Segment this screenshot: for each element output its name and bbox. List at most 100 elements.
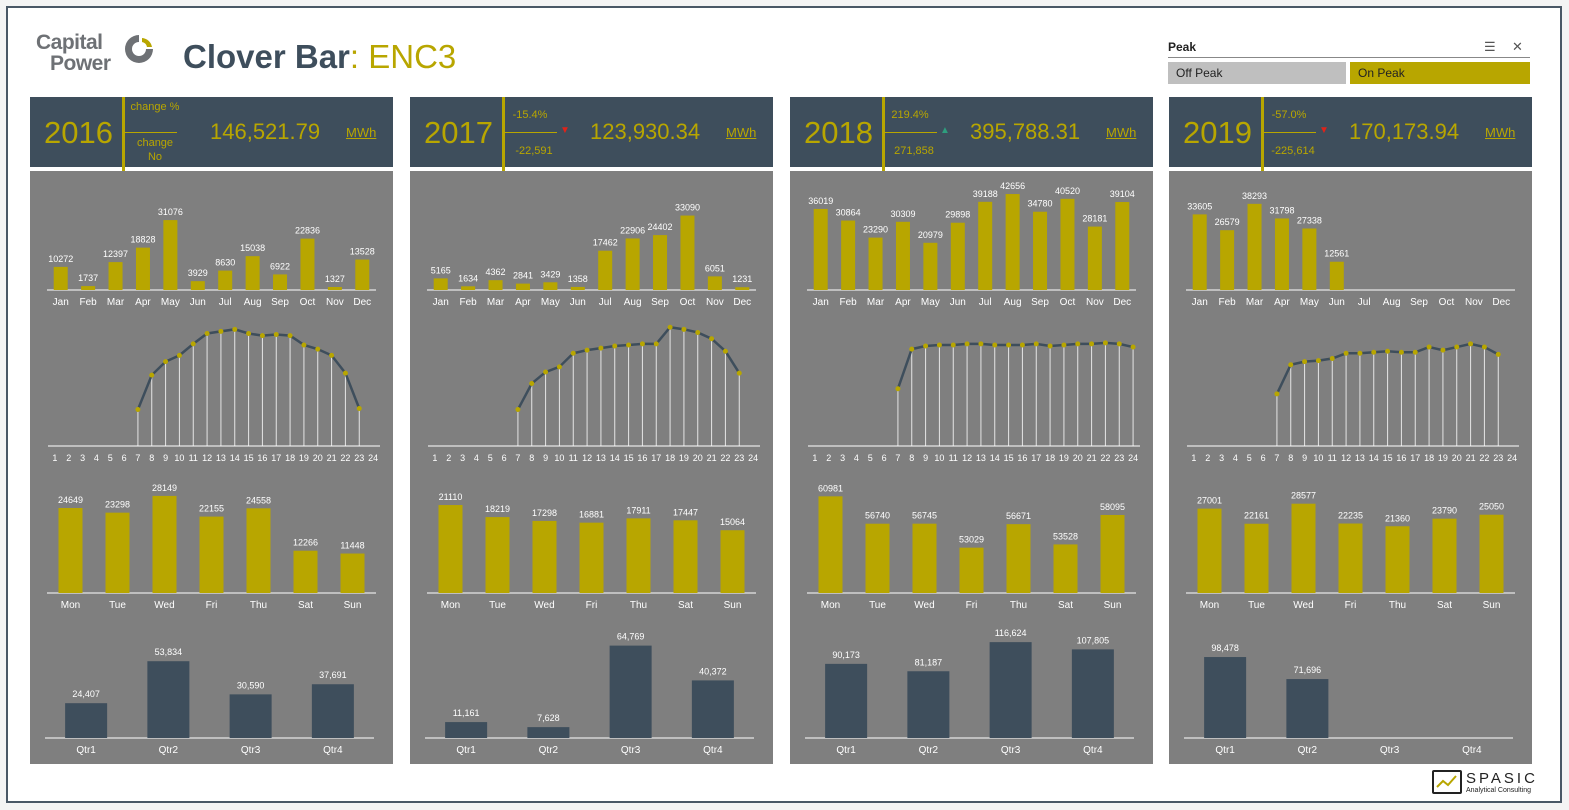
- tick-label: 14: [230, 453, 240, 463]
- unit-link[interactable]: MWh: [1106, 125, 1137, 140]
- month-bar: [218, 270, 233, 290]
- tick-label: 7: [1274, 453, 1279, 463]
- weekday-bar: [152, 495, 177, 593]
- hourly-point: [1371, 349, 1377, 355]
- tick-label: 22: [720, 453, 730, 463]
- hourly-point: [273, 332, 279, 338]
- month-bar: [653, 235, 668, 290]
- hourly-point: [1385, 348, 1391, 354]
- title-unit: ENC3: [368, 38, 457, 75]
- hourly-point: [1047, 343, 1053, 349]
- tick-label: 6: [502, 453, 507, 463]
- card-charts: 33605Jan26579Feb38293Mar31798Apr27338May…: [1184, 191, 1519, 756]
- tick-label: 4: [1233, 453, 1238, 463]
- tick-label: 24: [1507, 453, 1517, 463]
- logo-line-1: Capital: [36, 31, 103, 54]
- hourly-point: [1033, 341, 1039, 347]
- tick-label: Sun: [1104, 600, 1122, 611]
- month-bar: [813, 208, 828, 290]
- hourly-point: [135, 407, 141, 413]
- hourly-point: [1468, 341, 1474, 347]
- data-label: 12561: [1324, 249, 1349, 259]
- spasic-logo: SPASIC Analytical Consulting: [1432, 770, 1542, 798]
- hourly-point: [1075, 341, 1081, 347]
- tick-label: 12: [1341, 453, 1351, 463]
- tick-label: Qtr2: [1298, 745, 1318, 756]
- multi-select-icon[interactable]: ☰: [1484, 39, 1496, 54]
- data-label: 6922: [270, 261, 290, 271]
- hourly-point: [598, 345, 604, 351]
- month-bar: [895, 221, 910, 290]
- tick-label: Jan: [1192, 297, 1208, 308]
- tick-label: 17: [1031, 453, 1041, 463]
- tick-label: 1: [1191, 453, 1196, 463]
- hourly-point: [1440, 347, 1446, 353]
- tick-label: Tue: [1248, 600, 1265, 611]
- hourly-point: [1061, 342, 1067, 348]
- tick-label: Jan: [53, 297, 69, 308]
- divider-horizontal: [885, 132, 937, 133]
- hourly-point: [667, 324, 673, 330]
- hourly-point: [736, 370, 742, 376]
- month-bar: [923, 242, 938, 290]
- unit-link[interactable]: MWh: [726, 125, 757, 140]
- slicer-option-on-peak[interactable]: On Peak: [1350, 62, 1530, 84]
- weekday-bar: [293, 550, 318, 593]
- data-label: 22235: [1338, 511, 1363, 521]
- tick-label: Qtr1: [76, 745, 96, 756]
- month-bar: [433, 278, 448, 290]
- data-label: 34780: [1028, 199, 1053, 209]
- data-label: 40,372: [699, 666, 727, 676]
- tick-label: Sep: [271, 297, 289, 308]
- data-label: 53528: [1053, 531, 1078, 541]
- hourly-point: [287, 333, 293, 339]
- tick-label: Qtr4: [703, 745, 723, 756]
- quarter-bar: [229, 694, 272, 738]
- data-label: 27338: [1297, 215, 1322, 225]
- data-label: 5165: [431, 265, 451, 275]
- clear-filter-icon[interactable]: ✕: [1512, 39, 1523, 54]
- data-label: 1358: [568, 274, 588, 284]
- hourly-point: [556, 364, 562, 370]
- tick-label: 14: [610, 453, 620, 463]
- tick-label: Thu: [630, 600, 647, 611]
- tick-label: 1: [52, 453, 57, 463]
- tick-label: 13: [976, 453, 986, 463]
- tick-label: 21: [1466, 453, 1476, 463]
- slicer-option-off-peak[interactable]: Off Peak: [1168, 62, 1346, 84]
- tick-label: 18: [665, 453, 675, 463]
- change-pct: -57.0%: [1271, 109, 1307, 121]
- weekday-bar: [105, 512, 130, 593]
- month-bar: [950, 222, 965, 290]
- tick-label: Mar: [1246, 297, 1264, 308]
- hourly-point: [1412, 349, 1418, 355]
- tick-label: 16: [1396, 453, 1406, 463]
- hourly-point: [936, 342, 942, 348]
- tick-label: 3: [840, 453, 845, 463]
- tick-label: Qtr2: [919, 745, 939, 756]
- spasic-tagline: Analytical Consulting: [1466, 787, 1531, 794]
- tick-label: Sat: [298, 600, 313, 611]
- tick-label: 7: [515, 453, 520, 463]
- unit-link[interactable]: MWh: [1485, 125, 1516, 140]
- month-bar: [190, 281, 205, 290]
- tick-label: Nov: [1086, 297, 1104, 308]
- card-charts: 10272Jan1737Feb12397Mar18828Apr31076May3…: [45, 207, 380, 756]
- month-bar: [978, 201, 993, 290]
- data-label: 4362: [486, 267, 506, 277]
- weekday-bar: [1053, 544, 1078, 593]
- unit-link[interactable]: MWh: [346, 125, 377, 140]
- quarter-bar: [609, 645, 652, 738]
- month-bar: [245, 256, 260, 290]
- month-bar: [1115, 202, 1130, 290]
- hourly-point: [190, 341, 196, 347]
- weekday-bar: [1338, 523, 1363, 593]
- hourly-point: [1274, 391, 1280, 397]
- hourly-point: [1495, 351, 1501, 357]
- weekday-bar: [720, 530, 745, 593]
- divider-vertical: [122, 97, 125, 171]
- hourly-point: [895, 386, 901, 392]
- hourly-point: [1116, 341, 1122, 347]
- quarterly-chart: 98,478 Qtr1 71,696 Qtr2 Qtr3 Qtr4: [1184, 643, 1513, 756]
- change-no: -225,614: [1271, 145, 1315, 157]
